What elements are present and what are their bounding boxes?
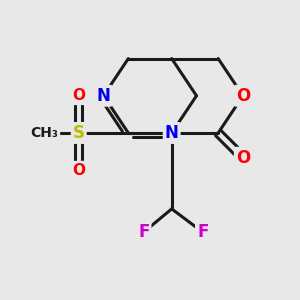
- Text: O: O: [236, 87, 250, 105]
- Text: S: S: [73, 124, 85, 142]
- Text: O: O: [236, 149, 250, 167]
- Text: F: F: [197, 223, 208, 241]
- Text: CH₃: CH₃: [31, 126, 58, 140]
- Text: F: F: [138, 223, 149, 241]
- Text: O: O: [72, 163, 85, 178]
- Text: N: N: [97, 87, 110, 105]
- Text: O: O: [72, 88, 85, 103]
- Text: N: N: [165, 124, 178, 142]
